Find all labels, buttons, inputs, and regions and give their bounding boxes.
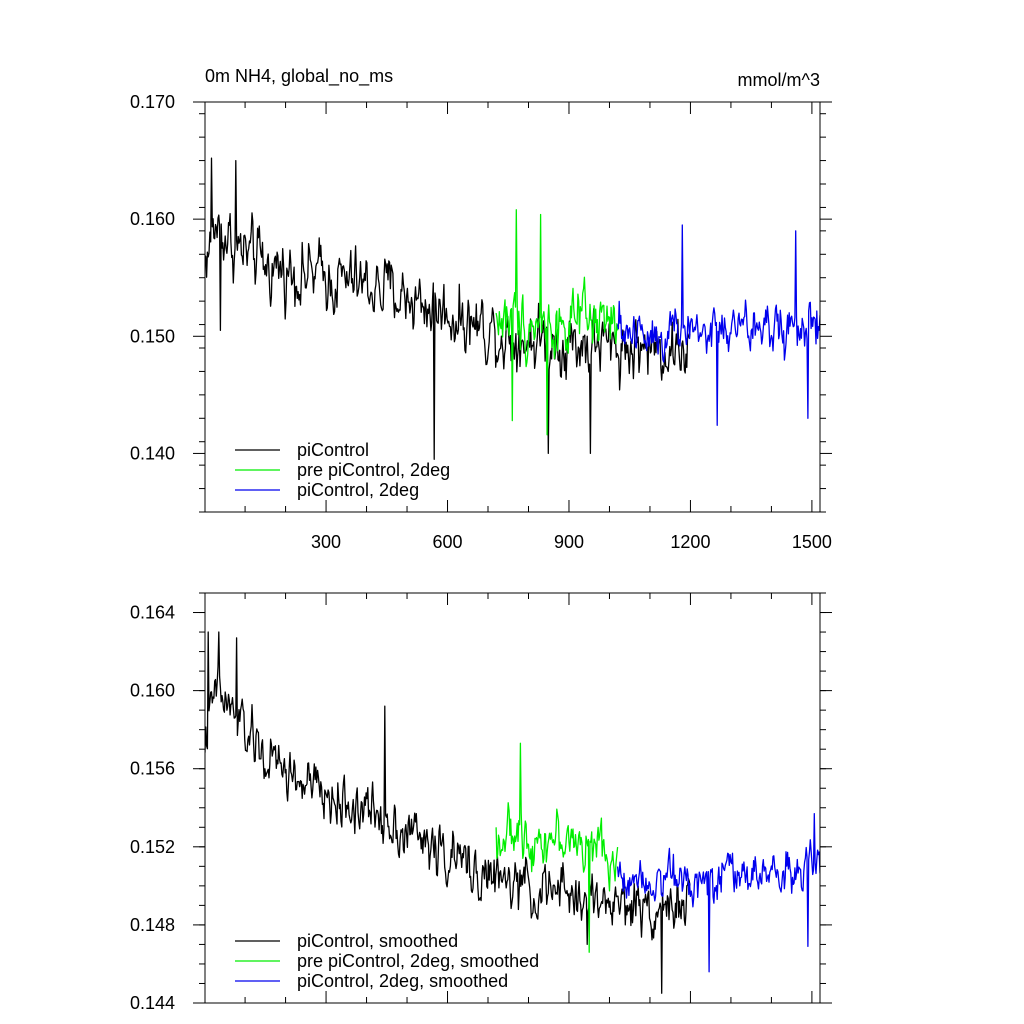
legend-label: pre piControl, 2deg, smoothed [297, 951, 539, 971]
y-tick-label: 0.164 [130, 603, 175, 623]
plot-frame [204, 592, 821, 1004]
x-tick-label: 1200 [670, 532, 710, 552]
legend-label: pre piControl, 2deg [297, 460, 450, 480]
legend-label: piControl, 2deg, smoothed [297, 971, 508, 991]
x-tick-label: 900 [554, 532, 584, 552]
y-tick-label: 0.160 [130, 209, 175, 229]
legend-label: piControl, smoothed [297, 931, 458, 951]
legend-label: piControl [297, 440, 369, 460]
legend-label: piControl, 2deg [297, 480, 419, 500]
y-tick-label: 0.150 [130, 326, 175, 346]
plot-frame [204, 101, 821, 513]
y-tick-label: 0.170 [130, 92, 175, 112]
panel-bottom: 0.144 0.148 0.152 0.156 0.160 0.164 piControl,… [130, 592, 832, 1013]
panel-title: 0m NH4, global_no_ms [205, 66, 393, 87]
y-tick-label: 0.140 [130, 443, 175, 463]
series-line [205, 157, 691, 460]
panel-units: mmol/m^3 [738, 70, 820, 90]
series-line [205, 631, 691, 994]
y-tick-label: 0.152 [130, 837, 175, 857]
y-tick-label: 0.148 [130, 915, 175, 935]
series-line [495, 742, 619, 953]
x-tick-label: 1500 [792, 532, 832, 552]
plot-area-top [205, 157, 820, 460]
y-tick-label: 0.144 [130, 993, 175, 1013]
y-tick-label: 0.156 [130, 759, 175, 779]
y-tick-label: 0.160 [130, 681, 175, 701]
x-tick-label: 300 [311, 532, 341, 552]
x-tick-label: 600 [432, 532, 462, 552]
plot-area-bottom [205, 631, 820, 994]
panel-top: 0m NH4, global_no_ms mmol/m^3 300 600 900 1… [130, 66, 832, 552]
series-line [616, 224, 820, 426]
series-line [616, 812, 820, 973]
series-line [495, 209, 619, 436]
